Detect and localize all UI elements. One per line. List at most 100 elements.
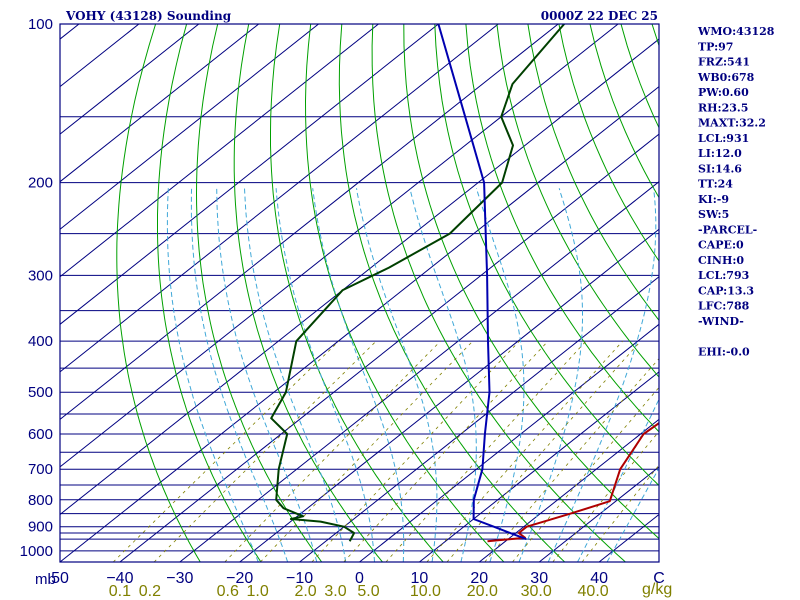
temperature-tick-label: −40: [106, 570, 133, 587]
mixing-ratio-tick-label: 40.0: [578, 583, 609, 600]
mixing-ratio-line: [512, 386, 659, 562]
moist-adiabat-line: [190, 188, 289, 562]
moist-adiabat-line: [518, 188, 583, 562]
temperature-tick-label: 10: [411, 570, 429, 587]
dry-adiabat-line: [434, 24, 659, 487]
mixing-ratio-line: [343, 340, 549, 562]
dry-adiabat-line: [338, 24, 566, 562]
mixing-ratio-tick-label: 0.6: [217, 583, 239, 600]
mixing-ratio-labels: 0.1 0.2 0.6 1.0 2.0 3.0 5.0 10.0 20.0 30.0 40.0: [109, 583, 609, 600]
dry-adiabat-line: [233, 24, 383, 562]
temperature-axis-labels: 50 −40 −30 −20 −10 0 10 20 30 40 C: [51, 570, 665, 587]
temperature-tick-label: −20: [226, 570, 253, 587]
isotherm-line: [60, 24, 80, 40]
moist-adiabat-line: [244, 188, 347, 562]
index-line: CAPE:0: [698, 239, 744, 252]
chart-series: [270, 24, 659, 543]
index-line: EHI:-0.0: [698, 345, 750, 358]
dry-adiabat-line: [304, 24, 505, 562]
sounding-time: 0000Z 22 DEC 25: [541, 9, 658, 23]
mixing-ratio-tick-label: 2.0: [294, 583, 316, 600]
index-line: TT:24: [698, 178, 733, 191]
moist-adiabat-line: [216, 188, 318, 562]
isotherm-line: [538, 466, 659, 562]
mixing-ratio-tick-label: 5.0: [357, 583, 379, 600]
temperature-tick-label: C: [653, 570, 665, 587]
isotherm-line: [60, 24, 259, 183]
isotherm-line: [119, 133, 659, 562]
index-line: CINH:0: [698, 254, 744, 267]
temperature-profile-line: [487, 421, 659, 543]
mixing-ratio-line: [112, 340, 340, 562]
dry-adiabat-line: [776, 24, 800, 562]
temperature-tick-label: −30: [166, 570, 193, 587]
pressure-tick-label: 200: [28, 175, 53, 192]
moist-adiabat-line: [409, 188, 477, 562]
moist-adiabat-line: [475, 188, 525, 562]
index-line: LI:12.0: [698, 147, 742, 160]
isotherm-line: [60, 24, 200, 135]
dry-adiabat-line: [589, 24, 659, 199]
pressure-axis-labels: 100 200 300 400 500 600 700 800 900 1000: [20, 16, 53, 560]
pressure-tick-label: 300: [28, 267, 53, 284]
mixing-ratio-line: [260, 340, 474, 562]
index-line: CAP:13.3: [698, 284, 754, 297]
temperature-tick-label: 0: [355, 570, 364, 587]
index-line: LFC:788: [698, 300, 750, 313]
chart-grid: [0, 24, 800, 562]
isotherm-line: [60, 24, 439, 325]
plot-frame: [59, 23, 660, 563]
isotherm-line: [0, 24, 19, 562]
moist-adiabat-line: [547, 188, 657, 562]
mixing-ratio-line: [153, 340, 377, 562]
isotherm-line: [60, 24, 379, 278]
index-line: RH:23.5: [698, 101, 748, 114]
mixing-ratio-tick-label: 20.0: [467, 583, 498, 600]
index-line: LCL:793: [698, 269, 749, 282]
chart-title: VOHY (43128) Sounding: [65, 9, 232, 23]
index-line: -WIND-: [698, 315, 744, 328]
isotherm-line: [60, 24, 499, 373]
isotherm-line: [478, 418, 659, 562]
pressure-unit-label: mb: [35, 571, 56, 588]
mixing-ratio-line: [224, 340, 441, 562]
isotherm-line: [60, 24, 559, 421]
index-line: SW:5: [698, 208, 729, 221]
dry-adiabat-line: [157, 24, 262, 562]
isotherm-line: [60, 85, 659, 562]
pressure-tick-label: 1000: [20, 543, 53, 560]
mixing-ratio-unit-label: g/kg: [642, 581, 672, 598]
isotherm-line: [359, 323, 659, 562]
temperature-tick-label: 50: [51, 570, 69, 587]
moist-adiabat-line: [356, 188, 438, 562]
mixing-ratio-tick-label: 10.0: [410, 583, 441, 600]
isotherm-line: [60, 24, 319, 230]
moist-adiabat-line: [275, 188, 375, 562]
mixing-ratio-tick-label: 3.0: [324, 583, 346, 600]
mixing-ratio-tick-label: 30.0: [521, 583, 552, 600]
mixing-ratio-line: [552, 430, 659, 562]
isotherm-line: [419, 371, 659, 562]
dry-adiabat-line: [371, 24, 626, 562]
pressure-tick-label: 400: [28, 333, 53, 350]
dry-adiabat-line: [403, 24, 659, 540]
temperature-tick-label: 40: [590, 570, 608, 587]
pressure-tick-label: 900: [28, 519, 53, 536]
isotherm-line: [179, 181, 659, 562]
pressure-tick-label: 700: [28, 461, 53, 478]
pressure-tick-label: 100: [28, 16, 53, 33]
dry-adiabat-line: [527, 24, 659, 322]
dry-adiabat-line: [496, 24, 659, 378]
index-line: -PARCEL-: [698, 223, 757, 236]
dry-adiabat-line: [558, 24, 659, 262]
moist-adiabat-line: [166, 188, 259, 562]
index-line: MAXT:32.2: [698, 117, 766, 130]
dry-adiabat-line: [116, 24, 201, 562]
index-line: SI:14.6: [698, 162, 742, 175]
mixing-ratio-tick-label: 0.1: [109, 583, 131, 600]
parcel-profile-line: [437, 24, 527, 541]
moist-adiabat-line: [312, 188, 405, 562]
index-line: LCL:931: [698, 132, 749, 145]
temperature-tick-label: −10: [286, 570, 313, 587]
